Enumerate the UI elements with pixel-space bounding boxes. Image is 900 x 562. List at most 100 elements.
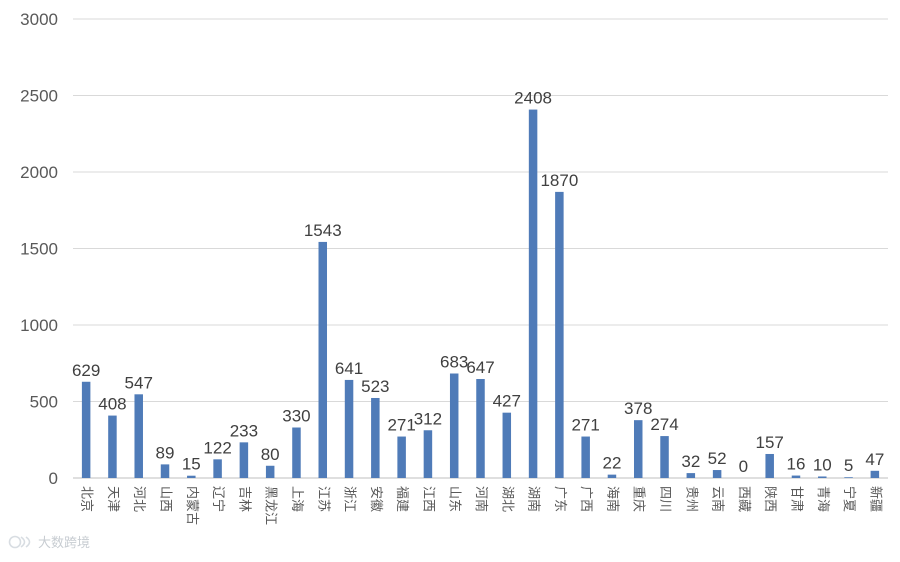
data-label: 547 [125,373,153,392]
data-label: 32 [681,452,700,471]
data-label: 122 [203,438,231,457]
data-label: 1870 [540,171,578,190]
bar [344,379,354,478]
bar [660,436,669,478]
watermark: 大数跨境 [8,532,90,551]
bar [476,379,485,478]
category-label: 西藏 [736,486,751,512]
data-label: 22 [602,454,621,473]
data-label: 683 [440,353,468,372]
bar [870,470,880,478]
data-label: 233 [230,421,258,440]
bar [134,394,143,478]
bars [81,109,880,479]
bar [449,373,459,478]
category-label: 安徽 [368,486,383,512]
data-label: 157 [756,433,784,452]
category-label: 浙江 [342,486,357,512]
bar [528,109,538,479]
y-tick-label: 1500 [20,240,58,259]
bar [239,442,249,478]
bar [292,427,301,478]
data-label: 330 [282,407,310,426]
category-label: 内蒙古 [184,486,200,525]
watermark-text: 大数跨境 [38,536,91,551]
bar [397,436,406,478]
data-label: 312 [414,409,442,428]
category-label: 山东 [447,486,462,512]
bar [187,475,196,478]
category-label: 辽宁 [210,486,226,512]
data-label: 378 [624,399,652,418]
category-label: 黑龙江 [263,486,278,525]
data-label: 2408 [514,89,552,108]
bar [423,430,433,478]
category-label: 湖南 [526,486,542,512]
data-label: 80 [261,445,280,464]
bar [318,241,328,478]
y-tick-label: 500 [30,393,58,412]
y-tick-label: 3000 [20,10,58,29]
data-label: 641 [335,359,363,378]
bar [81,381,91,478]
category-label: 北京 [79,486,94,512]
data-label: 274 [650,415,678,434]
bar [607,474,617,478]
category-label: 吉林 [236,486,251,512]
category-label: 新疆 [867,486,883,512]
data-label: 5 [844,456,853,475]
y-tick-label: 1000 [20,316,58,335]
data-label: 271 [387,416,415,435]
data-label: 523 [361,377,389,396]
y-tick-label: 0 [49,469,58,488]
category-label: 河南 [473,486,489,512]
bar [502,412,512,478]
data-label: 271 [571,416,599,435]
category-label: 陕西 [762,486,777,512]
bar [791,475,801,478]
category-label: 湖北 [499,486,514,512]
category-label: 海南 [604,486,620,512]
bar [108,415,117,478]
category-label: 广西 [578,486,593,512]
category-label: 重庆 [631,486,647,512]
bar [213,459,222,478]
category-label: 贵州 [683,486,698,512]
data-label: 10 [813,455,832,474]
bar [712,470,722,478]
y-tick-label: 2500 [20,87,58,106]
bar [371,397,380,478]
bar [818,476,827,478]
bar [633,420,643,478]
category-label: 云南 [710,486,726,512]
data-label: 629 [72,361,100,380]
data-label: 647 [466,358,494,377]
category-label: 江西 [420,486,435,512]
data-label: 427 [493,392,521,411]
category-label: 河北 [131,486,146,512]
data-label: 1543 [304,221,342,240]
y-axis-ticks: 0 500 1000 1500 2000 2500 3000 [20,10,58,488]
y-tick-label: 2000 [20,163,58,182]
category-label: 天津 [105,486,120,512]
category-label: 广东 [552,486,567,512]
category-label: 福建 [394,486,409,512]
category-label: 上海 [289,486,304,512]
data-label: 89 [156,443,175,462]
bar [844,477,853,478]
gridlines [73,18,888,479]
category-labels: 北京 天津 河北 山西 内蒙古 辽宁 吉林 黑龙江 上海 江苏 浙江 安徽 福建 江西 山东 河南 湖北 湖南 广东… [79,486,884,525]
bar [160,464,170,478]
bar [555,191,564,478]
bar [686,473,696,478]
category-label: 江苏 [315,486,331,512]
data-labels: 6294085478915122233803301543641523271312… [72,89,884,476]
category-label: 宁夏 [841,486,857,512]
bar [765,453,774,478]
data-label: 408 [98,395,126,414]
data-label: 15 [182,455,201,474]
data-label: 16 [787,455,806,474]
category-label: 青海 [815,486,830,512]
category-label: 甘肃 [788,486,803,512]
